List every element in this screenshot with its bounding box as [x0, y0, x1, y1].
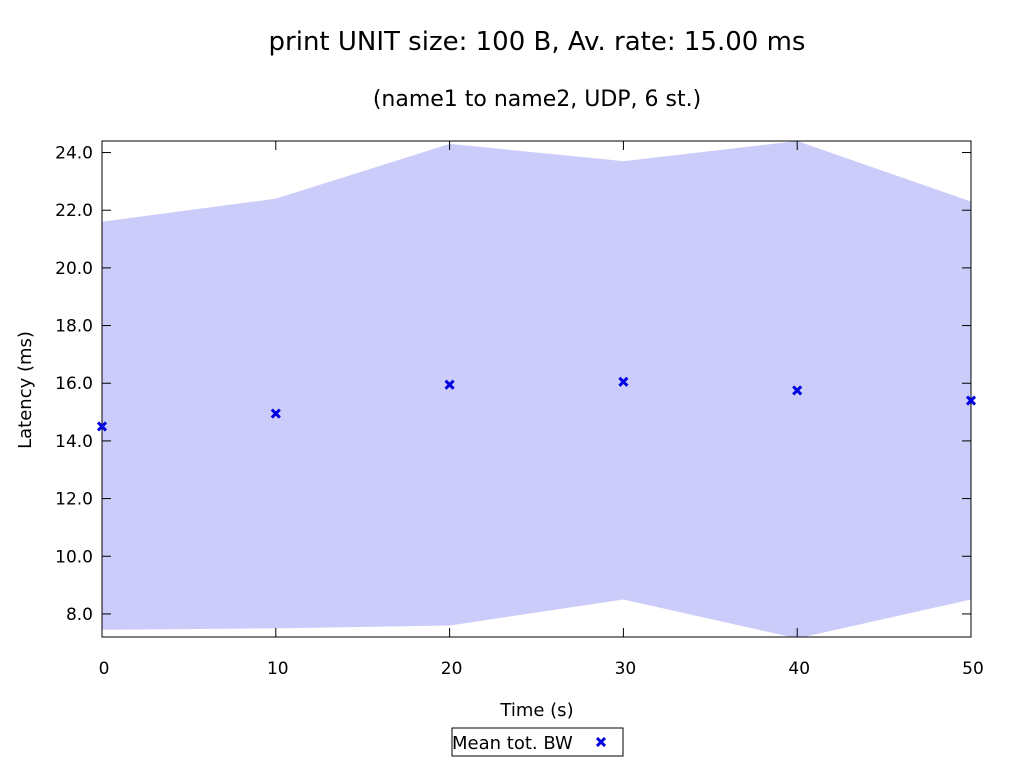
- data-point: [270, 408, 281, 419]
- x-axis-label: Time (s): [499, 700, 573, 721]
- y-tick-label: 22.0: [55, 201, 93, 221]
- y-tick-label: 24.0: [55, 144, 93, 164]
- x-tick-label: 50: [962, 659, 984, 679]
- marker-stroke: [444, 379, 455, 390]
- y-tick-label: 8.0: [66, 605, 93, 625]
- y-tick-label: 20.0: [55, 259, 93, 279]
- data-point: [792, 385, 803, 396]
- y-tick-label: 12.0: [55, 490, 93, 510]
- range-band: [102, 141, 971, 637]
- y-tick-label: 18.0: [55, 317, 93, 337]
- x-tick-label: 40: [788, 659, 810, 679]
- x-tick-label: 0: [99, 659, 110, 679]
- marker-stroke: [618, 376, 629, 387]
- marker-stroke: [595, 736, 607, 748]
- legend: Mean tot. BW: [451, 727, 624, 757]
- data-point: [444, 379, 455, 390]
- x-tick-label: 30: [615, 659, 637, 679]
- legend-marker: [595, 736, 607, 748]
- y-axis-label: Latency (ms): [15, 331, 36, 449]
- chart-title: print UNIT size: 100 B, Av. rate: 15.00 …: [269, 27, 806, 57]
- data-point: [96, 421, 108, 432]
- y-tick-label: 14.0: [55, 432, 93, 452]
- data-point: [965, 395, 977, 406]
- legend-cross: [595, 736, 607, 748]
- marker-stroke: [792, 385, 803, 396]
- legend-box: [451, 727, 624, 757]
- x-tick-label: 10: [267, 659, 289, 679]
- plot-area: 8.0 10.0 12.0 14.0 16.0 18.0 20.0 22.0 24.0 0 10 20…: [55, 140, 984, 679]
- marker-stroke: [965, 395, 977, 406]
- x-tick-label: 20: [441, 659, 463, 679]
- y-tick-label: 16.0: [55, 374, 93, 394]
- chart-subtitle: (name1 to name2, UDP, 6 st.): [373, 87, 701, 112]
- marker-stroke: [96, 421, 108, 432]
- marker-stroke: [270, 408, 281, 419]
- y-tick-label: 10.0: [55, 547, 93, 567]
- plot-frame: [101, 140, 972, 638]
- data-point: [618, 376, 629, 387]
- legend-label: Mean tot. BW: [452, 733, 573, 754]
